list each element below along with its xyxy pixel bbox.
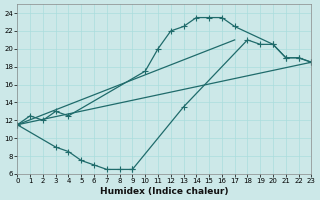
X-axis label: Humidex (Indice chaleur): Humidex (Indice chaleur) (100, 187, 228, 196)
